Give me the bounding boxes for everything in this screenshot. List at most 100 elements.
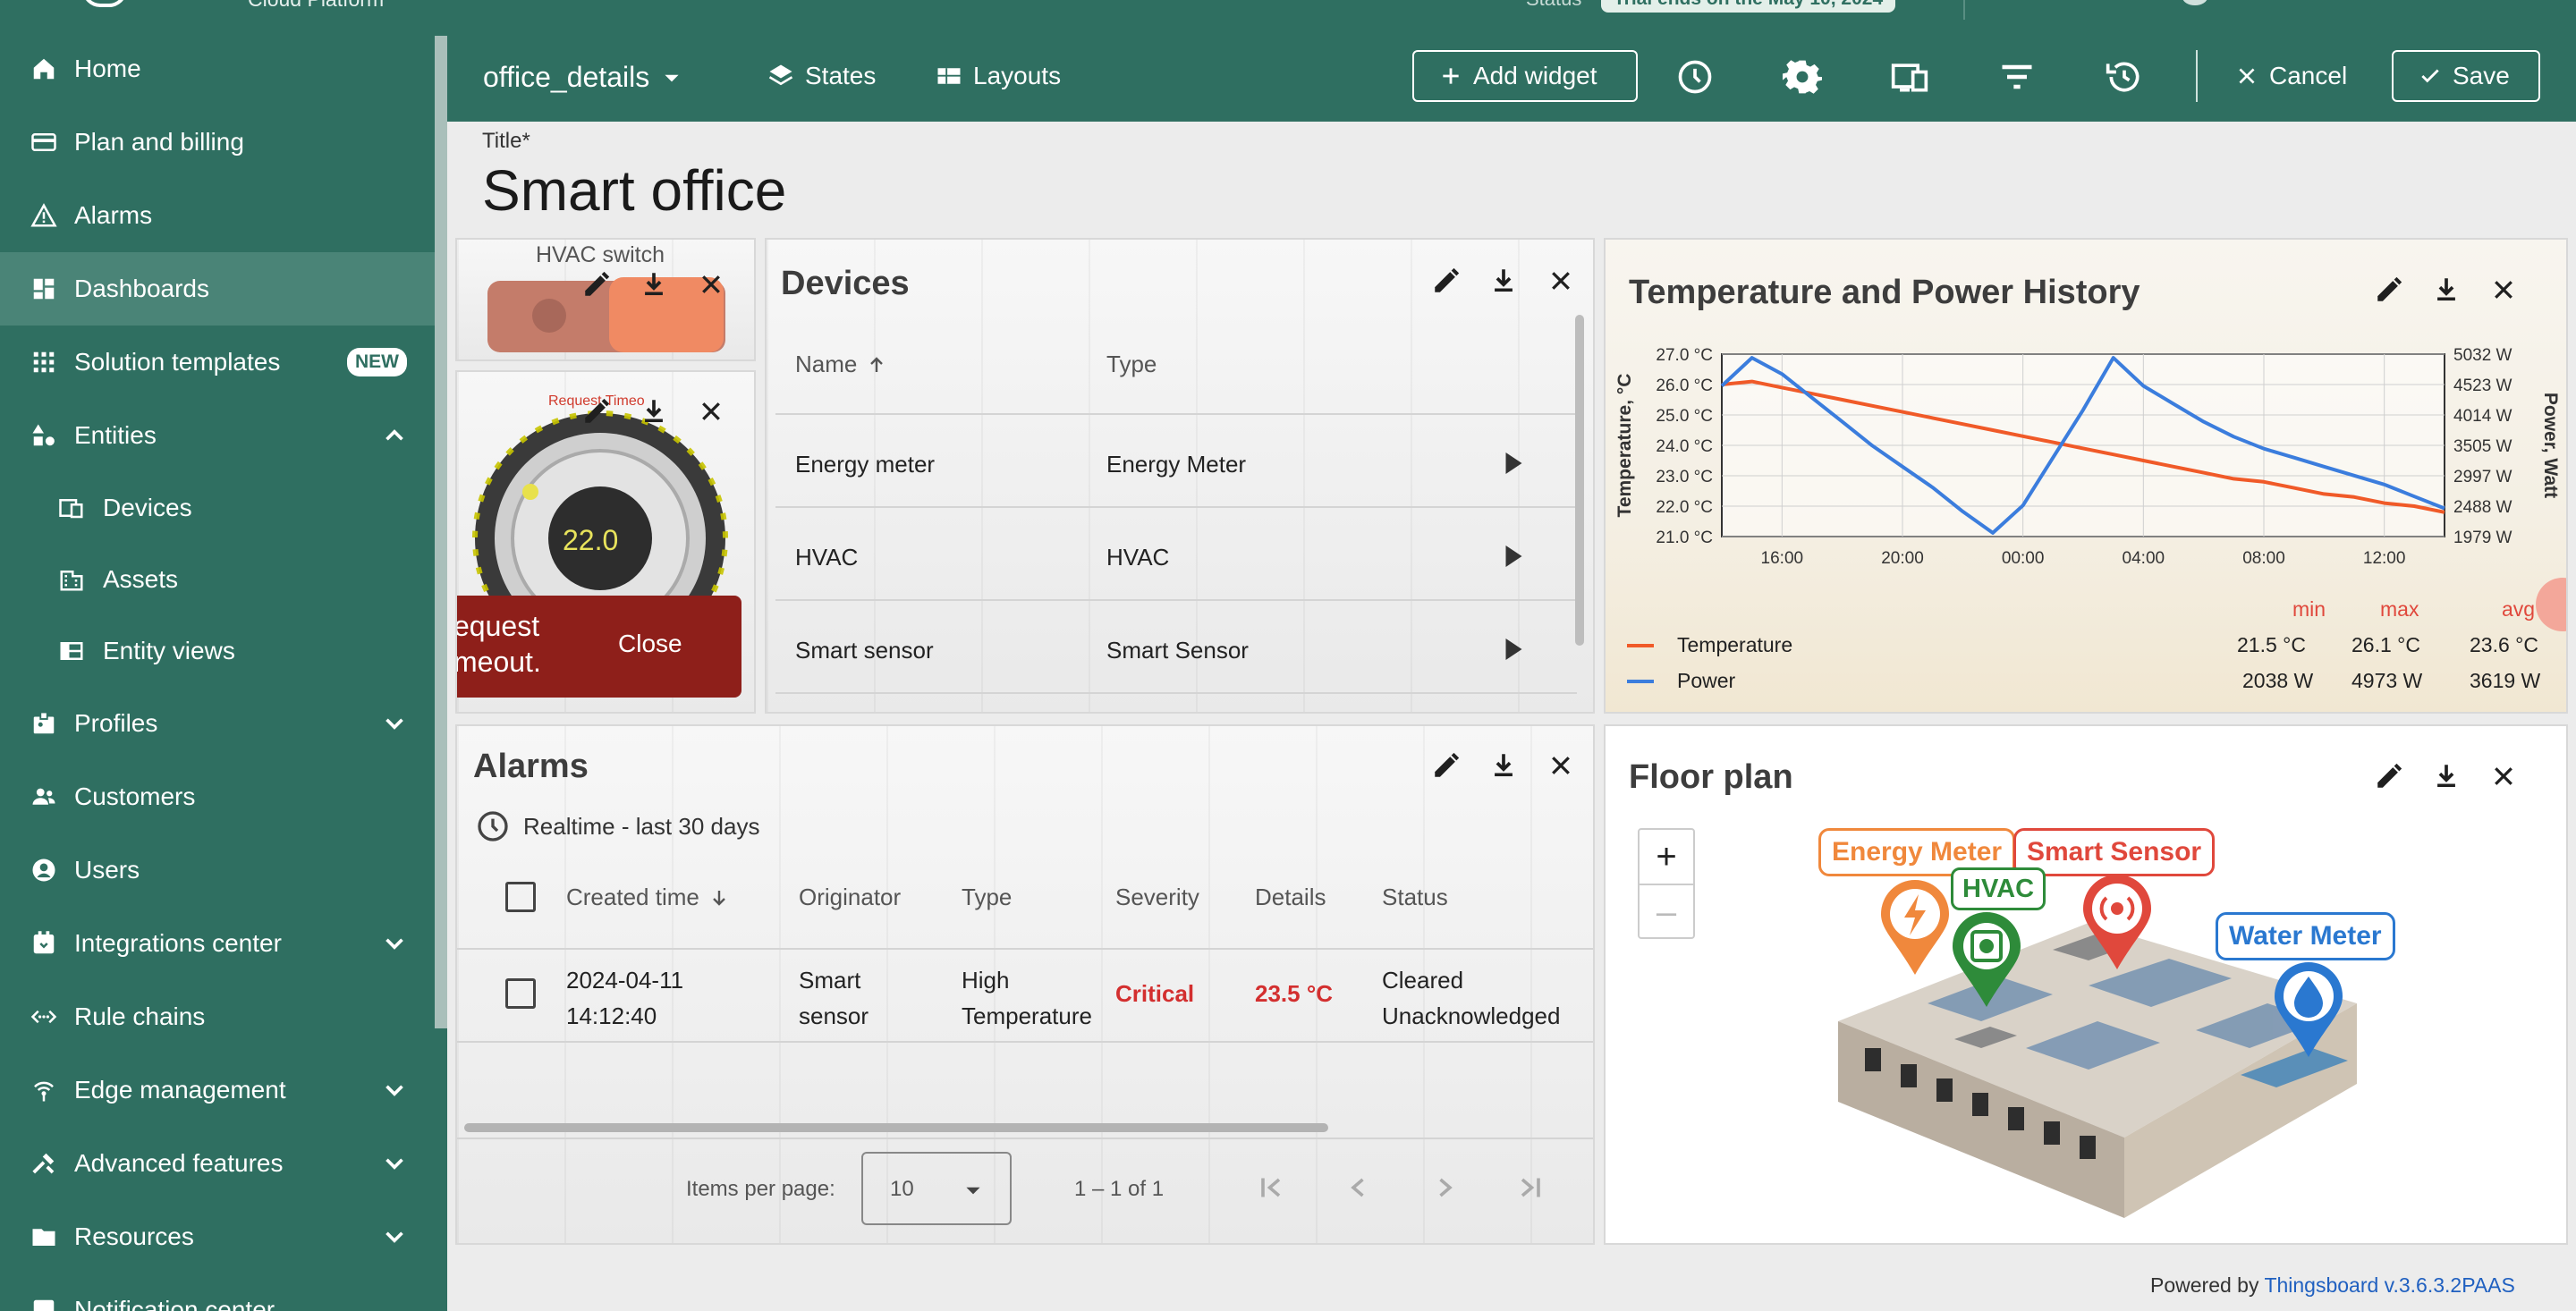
sidebar-item-users[interactable]: Users (0, 833, 436, 907)
download-icon[interactable] (1486, 263, 1521, 299)
sidebar-item-advanced-features[interactable]: Advanced features (0, 1127, 436, 1200)
folder-icon (29, 1222, 59, 1252)
save-button[interactable]: Save (2392, 50, 2540, 102)
warning-icon (29, 200, 59, 231)
close-icon[interactable] (1543, 748, 1579, 783)
sidebar-item-label: Edge management (74, 1076, 286, 1104)
edit-icon[interactable] (1428, 748, 1464, 783)
previous-page-icon[interactable] (1343, 1171, 1375, 1208)
filter-icon[interactable] (1996, 59, 2038, 95)
footer-link[interactable]: Thingsboard v.3.6.3.2PAAS (2264, 1273, 2515, 1297)
row-checkbox[interactable] (505, 978, 536, 1009)
column-header-originator[interactable]: Originator (799, 884, 902, 910)
page-title[interactable]: Smart office (482, 158, 787, 223)
toast-close-button[interactable]: Close (618, 630, 682, 657)
close-icon[interactable] (1543, 263, 1579, 299)
horizontal-scrollbar[interactable] (464, 1123, 1328, 1132)
devices-widget: Devices Name Type Energy meter Energy Me… (765, 238, 1595, 714)
cancel-button[interactable]: Cancel (2235, 50, 2347, 102)
zoom-in-button[interactable]: + (1656, 836, 1677, 876)
download-icon[interactable] (2428, 272, 2464, 308)
water-meter-marker-icon[interactable] (2271, 960, 2346, 1059)
hvac-marker-icon[interactable] (1949, 910, 2024, 1009)
column-header-severity[interactable]: Severity (1115, 884, 1199, 910)
sidebar-item-assets[interactable]: Assets (0, 543, 436, 616)
energy-meter-marker-icon[interactable] (1877, 878, 1953, 977)
edit-icon[interactable] (1428, 263, 1464, 299)
building-floor-plan-image[interactable] (1820, 869, 2375, 1218)
dashboard-state-select[interactable]: office_details (483, 61, 683, 94)
first-page-icon[interactable] (1255, 1171, 1287, 1208)
column-header-created-time[interactable]: Created time (566, 884, 730, 911)
chart-canvas[interactable]: 27.0 °C 5032 W 26.0 °C 4523 W 25.0 °C 4014 W 2… (1606, 338, 2568, 714)
items-per-page-select[interactable]: 10 (861, 1152, 1012, 1225)
states-button[interactable]: States (767, 50, 876, 102)
water-meter-label[interactable]: Water Meter (2216, 912, 2395, 960)
title-field-label: Title* (482, 129, 530, 153)
sidebar-item-label: Assets (103, 565, 179, 593)
column-header-details[interactable]: Details (1255, 884, 1326, 910)
sidebar-item-edge-management[interactable]: Edge management (0, 1053, 436, 1127)
table-scrollbar[interactable] (1575, 315, 1584, 646)
column-header-type[interactable]: Type (962, 884, 1013, 910)
play-arrow-icon[interactable] (1496, 540, 1529, 577)
sidebar-item-entities[interactable]: Entities (0, 399, 436, 472)
sidebar-item-dashboards[interactable]: Dashboards (0, 252, 436, 326)
sidebar-item-customers[interactable]: Customers (0, 760, 436, 833)
footer: Powered by Thingsboard v.3.6.3.2PAAS (2150, 1273, 2515, 1298)
y2-tick-label: 5032 W (2453, 346, 2512, 365)
sidebar-item-profiles[interactable]: Profiles (0, 687, 436, 760)
sidebar-item-integrations-center[interactable]: Integrations center (0, 907, 436, 980)
smart-sensor-label[interactable]: Smart Sensor (2013, 828, 2216, 876)
legend-swatch (1627, 680, 1654, 683)
sidebar-scrollbar[interactable] (435, 36, 447, 1028)
column-header-status[interactable]: Status (1382, 884, 1448, 910)
close-icon[interactable] (2486, 758, 2521, 794)
close-icon[interactable] (2486, 272, 2521, 308)
series-line-power (1720, 356, 2445, 535)
sidebar-item-devices[interactable]: Devices (0, 471, 436, 545)
close-icon[interactable] (693, 393, 729, 429)
schedule-icon[interactable] (1674, 59, 1716, 95)
legend-series-name[interactable]: Temperature (1677, 633, 1793, 656)
download-icon[interactable] (636, 266, 672, 302)
close-icon[interactable] (693, 266, 729, 302)
select-all-checkbox[interactable] (505, 882, 536, 912)
edit-icon[interactable] (579, 393, 614, 429)
avatar[interactable] (2182, 0, 2207, 5)
sidebar-item-solution-templates[interactable]: Solution templates NEW (0, 326, 436, 399)
column-header-name[interactable]: Name (795, 351, 887, 378)
download-icon[interactable] (636, 393, 672, 429)
zoom-out-button[interactable]: – (1656, 892, 1677, 932)
close-icon (2239, 68, 2255, 84)
legend-series-name[interactable]: Power (1677, 669, 1736, 692)
play-arrow-icon[interactable] (1496, 633, 1529, 670)
hvac-label[interactable]: HVAC (1951, 867, 2046, 910)
add-widget-button[interactable]: Add widget (1412, 50, 1638, 102)
cancel-label: Cancel (2269, 62, 2348, 89)
sidebar-item-alarms[interactable]: Alarms (0, 179, 436, 252)
sidebar-item-rule-chains[interactable]: Rule chains (0, 980, 436, 1053)
play-arrow-icon[interactable] (1496, 447, 1529, 484)
download-icon[interactable] (1486, 748, 1521, 783)
last-page-icon[interactable] (1514, 1171, 1546, 1208)
next-page-icon[interactable] (1428, 1171, 1461, 1208)
edit-icon[interactable] (579, 266, 614, 302)
edit-icon[interactable] (2371, 272, 2407, 308)
sidebar-item-notification-center[interactable]: Notification center (0, 1273, 436, 1311)
history-icon[interactable] (2103, 59, 2146, 95)
smart-sensor-marker-icon[interactable] (2080, 873, 2155, 971)
sidebar-item-home[interactable]: Home (0, 32, 436, 106)
devices-layout-icon[interactable] (1888, 59, 1931, 95)
sidebar-item-plan-billing[interactable]: Plan and billing (0, 106, 436, 179)
sidebar-item-resources[interactable]: Resources (0, 1200, 436, 1273)
sidebar-item-entity-views[interactable]: Entity views (0, 614, 436, 688)
edit-icon[interactable] (2371, 758, 2407, 794)
settings-icon[interactable] (1781, 59, 1824, 95)
timewindow-selector[interactable]: Realtime - last 30 days (475, 808, 759, 844)
layouts-label: Layouts (973, 62, 1062, 89)
column-header-type[interactable]: Type (1106, 351, 1157, 377)
download-icon[interactable] (2428, 758, 2464, 794)
layouts-button[interactable]: Layouts (936, 50, 1061, 102)
temperature-power-chart-widget: Temperature and Power History 27.0 °C 503… (1604, 238, 2568, 714)
